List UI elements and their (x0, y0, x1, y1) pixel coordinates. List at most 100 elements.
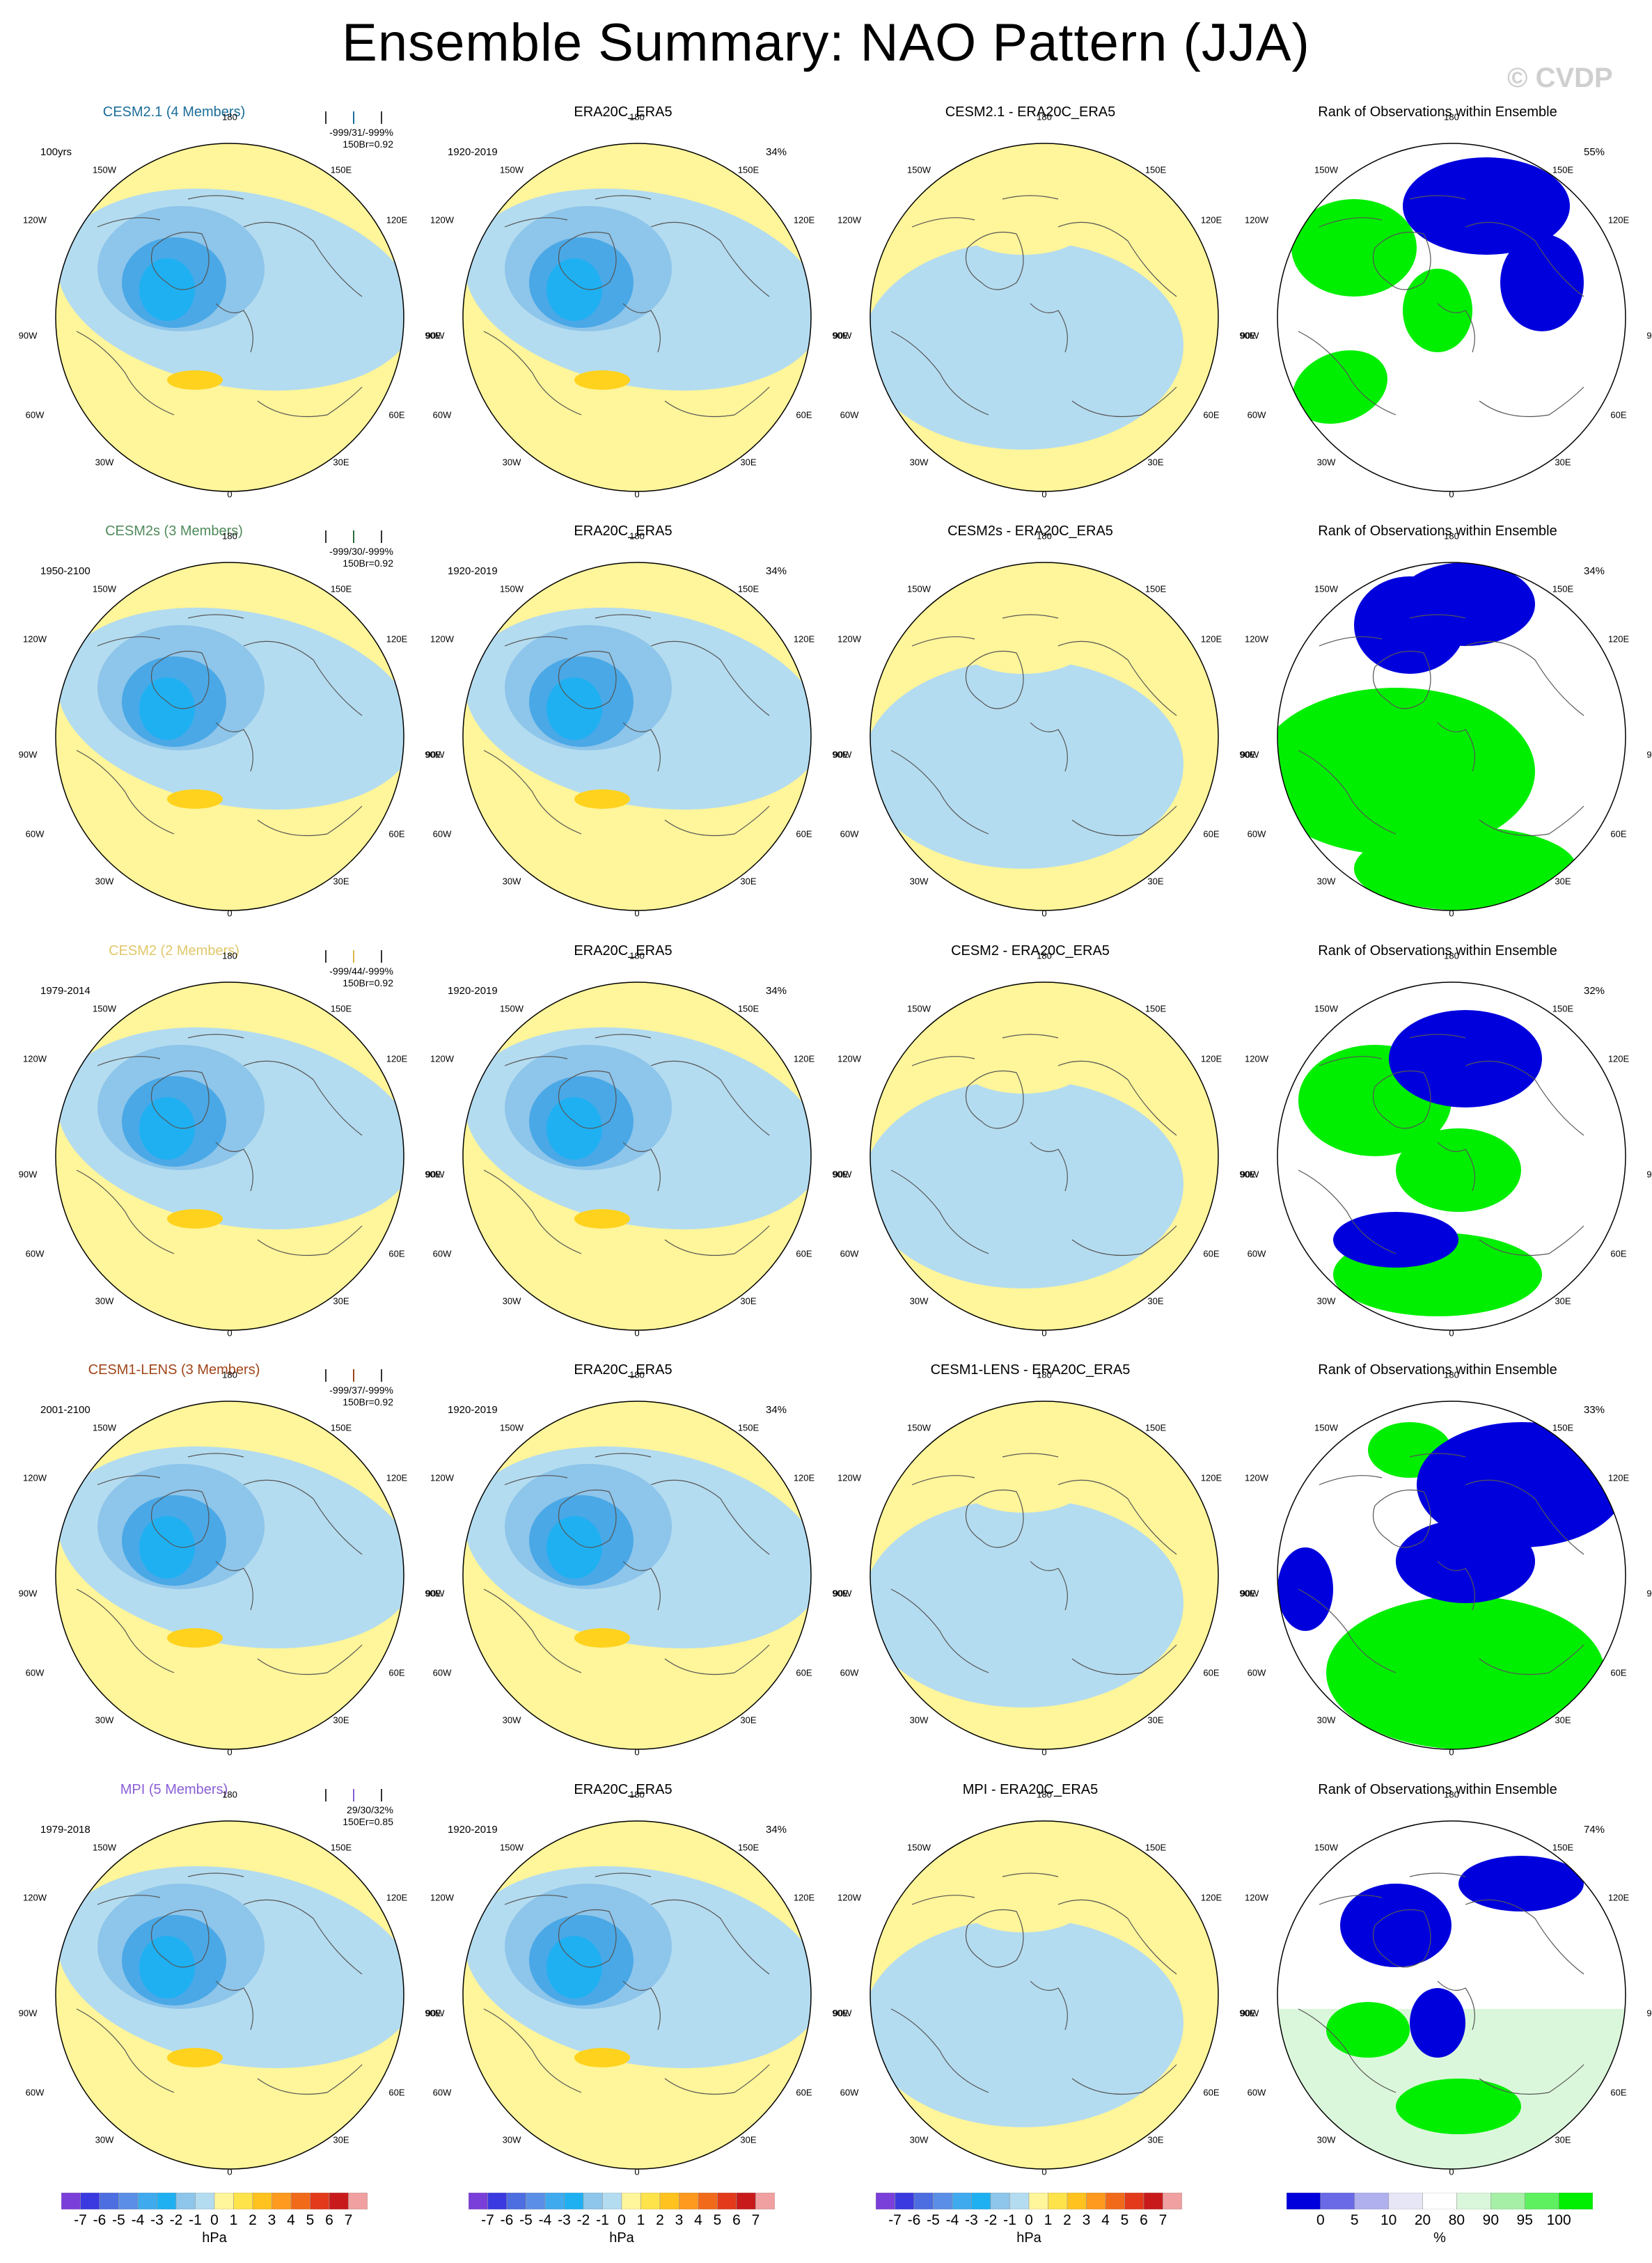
colorbar-tick-label: -4 (131, 2212, 145, 2228)
lon-label-bl: 30W (909, 1295, 929, 1307)
coastline (890, 1895, 989, 2093)
negative-region-4hPa (139, 1936, 195, 1998)
pattern-pct: 34% (766, 1404, 787, 1416)
coastline (965, 1070, 1024, 1129)
colorbar-swatch (736, 2193, 756, 2209)
colorbar-tick-label: 5 (713, 2212, 722, 2228)
polar-map (870, 1401, 1219, 1750)
coastline (187, 1453, 253, 1611)
coastline (965, 1489, 1024, 1548)
colorbar-tick-label: 6 (1140, 2212, 1148, 2228)
lon-label-bl: 30W (909, 1714, 929, 1726)
colorbar-swatch (876, 2193, 895, 2209)
coastline (1298, 636, 1397, 835)
lon-label-ur: 150E (330, 583, 352, 594)
panel-diff-2: CESM2s - ERA20C_ERA5 180 0 90W 90E 150W 150E 12… (833, 523, 1256, 941)
panel-title: CESM2 - ERA20C_ERA5 (951, 943, 1110, 959)
map-border (1277, 143, 1626, 492)
colorbar-swatch (640, 2193, 661, 2209)
colorbar-tick-label: -3 (965, 2212, 978, 2228)
panel-title: Rank of Observations within Ensemble (1318, 1782, 1557, 1797)
lon-label-ul2: 120W (837, 1472, 861, 1483)
lon-label-lr: 60E (388, 409, 405, 420)
lon-label-top: 180 (629, 530, 645, 542)
colorbar-tick-label: 0 (617, 2212, 626, 2228)
colorbar-tick-label: -4 (538, 2212, 552, 2228)
lon-label-ul: 150W (93, 583, 116, 594)
stats-pcts: -999/31/-999% (329, 127, 393, 138)
positive-region-2hPa (167, 1628, 223, 1648)
positive-region (961, 199, 1086, 255)
lon-label-ll: 60W (25, 828, 45, 839)
positive-region-2hPa (574, 1209, 630, 1229)
lon-label-br: 30E (740, 876, 757, 887)
lon-label-lr: 60E (1203, 1248, 1220, 1259)
coastline (558, 231, 617, 290)
lon-label-ul2: 120W (1245, 1053, 1268, 1064)
lon-label-bottom: 0 (1041, 2166, 1047, 2177)
lon-label-ll: 60W (1247, 2087, 1266, 2098)
lon-label-ll: 60W (840, 409, 859, 420)
lon-label-bottom: 0 (1041, 489, 1047, 500)
coastline (243, 1899, 363, 2095)
rank-pct: 74% (1584, 1824, 1605, 1836)
lon-label-ul2: 120W (837, 214, 861, 226)
panel-title: Rank of Observations within Ensemble (1318, 104, 1557, 120)
lon-label-ul2: 120W (1245, 1472, 1268, 1483)
lon-label-ur: 150E (737, 1003, 760, 1014)
map-border (462, 562, 812, 911)
coastline (76, 1895, 175, 2093)
coastline (243, 640, 363, 837)
panel-title: MPI - ERA20C_ERA5 (962, 1782, 1099, 1797)
panel-obs-4: ERA20C_ERA5 1920-2019 34% 180 0 90W 90E 150W 150… (426, 1362, 849, 1780)
lon-label-bl: 30W (1316, 2134, 1336, 2145)
coastline (483, 1475, 582, 1673)
stats-pcts: 29/30/32% (347, 1804, 393, 1815)
lon-label-ll: 60W (432, 2087, 452, 2098)
colorbar-tick-label: 1 (636, 2212, 645, 2228)
colorbar-tick-label: -1 (189, 2212, 202, 2228)
lon-label-right: 90E (1239, 749, 1256, 760)
negative-region-4hPa (546, 1097, 602, 1160)
colorbar-tick-label: 95 (1516, 2212, 1533, 2228)
lon-label-bottom: 0 (227, 908, 233, 919)
lon-label-left: 90W (425, 2008, 445, 2019)
negative-region-4hPa (546, 258, 602, 321)
panel-diff-4: CESM1-LENS - ERA20C_ERA5 180 0 90W 90E 150W 15… (833, 1362, 1256, 1780)
lon-label-left: 90W (833, 1588, 852, 1599)
colorbar-swatch (175, 2193, 196, 2209)
positive-region-2hPa (167, 370, 223, 390)
lon-label-ul: 150W (93, 1003, 116, 1014)
stats-label: -999/31/-999% 150Br=0.92 (310, 127, 393, 150)
lon-label-left: 90W (18, 1169, 38, 1180)
coastline (890, 1056, 989, 1254)
lon-label-ll: 60W (840, 1667, 859, 1678)
colorbar-tick-label: 7 (344, 2212, 353, 2228)
lon-label-bl: 30W (502, 457, 521, 468)
lon-label-ur: 150E (1552, 164, 1574, 175)
colorbar-tick-label: 3 (267, 2212, 276, 2228)
colorbar-tick-label: -6 (500, 2212, 514, 2228)
lon-label-lr: 60E (388, 828, 405, 839)
lon-label-lr: 60E (388, 2087, 405, 2098)
lon-label-top: 180 (629, 1789, 645, 1800)
stats-ratio: 150Br=0.92 (343, 977, 393, 988)
lon-label-lr: 60E (1610, 1248, 1627, 1259)
lon-label-ul: 150W (1314, 583, 1338, 594)
colorbar-swatch (1143, 2193, 1163, 2209)
polar-map (462, 562, 812, 911)
lon-label-ur: 150E (1144, 1422, 1167, 1433)
map-border (462, 143, 812, 492)
lon-label-bl: 30W (1316, 457, 1336, 468)
lon-label-br: 30E (740, 457, 757, 468)
lon-label-right: 90E (425, 749, 441, 760)
colorbar-swatch (195, 2193, 215, 2209)
lon-label-ll: 60W (1247, 1667, 1266, 1678)
lon-label-lr: 60E (388, 1667, 405, 1678)
stats-ratio: 150Br=0.92 (343, 558, 393, 569)
panel-diff-3: CESM2 - ERA20C_ERA5 180 0 90W 90E 150W 150E 120… (833, 943, 1256, 1361)
lon-label-br: 30E (1555, 1714, 1571, 1726)
lon-label-ur: 150E (1144, 1003, 1167, 1014)
lon-label-ul2: 120W (1245, 214, 1268, 226)
rank-high-region (1291, 199, 1417, 297)
